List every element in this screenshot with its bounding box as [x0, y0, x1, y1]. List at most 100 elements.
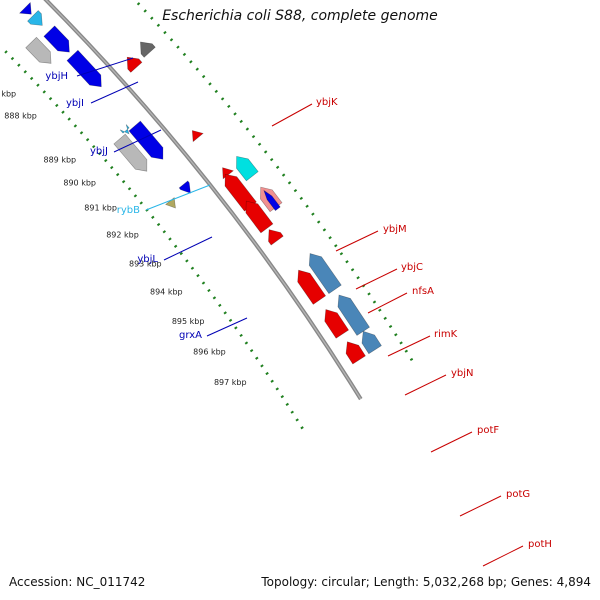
inner-tick-mark [127, 187, 132, 191]
gene-label-potF: potF [477, 425, 499, 436]
inner-tick-mark [168, 237, 172, 241]
outer-tick-mark [176, 45, 180, 49]
gene-block [128, 120, 164, 160]
inner-tick-mark [98, 151, 102, 156]
outer-tick-mark [388, 324, 393, 329]
outer-tick-mark [156, 23, 161, 28]
inner-tick-mark [73, 124, 78, 128]
outer-tick-mark [409, 357, 414, 362]
callout-line [90, 81, 139, 104]
gene-block [268, 229, 284, 246]
gene-block [308, 253, 342, 294]
gene-block [19, 1, 32, 15]
outer-tick-mark [316, 220, 321, 224]
callout-line [355, 268, 398, 290]
inner-tick-mark [162, 230, 167, 234]
gene-label-potG: potG [506, 489, 530, 500]
gene-block [236, 155, 259, 182]
gene-block [263, 189, 281, 211]
gene-block [345, 341, 366, 365]
inner-tick-mark [196, 273, 200, 278]
callout-line [145, 184, 211, 211]
inner-tick-ring [4, 50, 304, 430]
outer-tick-mark [239, 119, 243, 124]
gene-block [297, 269, 327, 305]
inner-tick-mark [48, 96, 53, 101]
gene-block [324, 309, 350, 339]
inner-tick-mark [265, 371, 269, 376]
outer-tick-mark [293, 188, 298, 193]
gene-label-ybjH: ybjH [45, 71, 68, 82]
genome-backbone [43, 0, 363, 401]
tick-label: 894 kbp [150, 287, 183, 296]
outer-tick-mark [372, 300, 377, 304]
inner-tick-mark [228, 318, 233, 322]
inner-tick-mark [218, 303, 222, 307]
inner-tick-mark [4, 50, 8, 54]
gene-block [178, 180, 191, 194]
callout-line [113, 129, 162, 153]
outer-tick-mark [257, 142, 262, 146]
gene-label-ybjC: ybjC [401, 262, 423, 273]
gene-block [113, 133, 148, 172]
inner-tick-mark [85, 138, 90, 142]
map-title: Escherichia coli S88, complete genome [162, 8, 438, 24]
tick-label: 890 kbp [63, 178, 96, 187]
outer-tick-mark [251, 134, 256, 139]
inner-tick-mark [190, 266, 195, 270]
tick-label: 896 kbp [193, 347, 226, 356]
outer-tick-mark [201, 74, 206, 79]
inner-tick-mark [179, 251, 183, 256]
outer-tick-mark [328, 236, 332, 240]
inner-tick-mark [212, 296, 217, 300]
outer-tick-mark [305, 204, 309, 208]
gene-label-ybjL: ybjL [137, 254, 158, 265]
tick-label: 891 kbp [84, 203, 117, 212]
outer-tick-mark [182, 52, 187, 57]
backbone-highlight [45, 0, 362, 400]
outer-tick-mark [269, 157, 274, 162]
gene-label-rybB: rybB [117, 205, 140, 216]
gene-block [43, 25, 70, 53]
gene-label-potH: potH [528, 539, 552, 550]
inner-tick-mark [234, 326, 238, 330]
gene-block [140, 41, 156, 58]
outer-tick-mark [214, 89, 219, 94]
outer-tick-mark [404, 349, 409, 353]
gene-label-nfsA: nfsA [412, 286, 434, 297]
genome-stats: Topology: circular; Length: 5,032,268 bp… [261, 575, 591, 589]
outer-tick-mark [311, 212, 315, 216]
inner-tick-mark [91, 144, 96, 149]
inner-tick-mark [104, 158, 108, 163]
outer-tick-mark [299, 196, 304, 201]
outer-tick-mark [339, 252, 344, 256]
gene-block [25, 36, 52, 64]
outer-tick-mark [150, 16, 154, 20]
inner-tick-mark [260, 364, 264, 368]
outer-tick-mark [345, 260, 349, 264]
inner-tick-mark [10, 56, 15, 61]
outer-tick-mark [136, 2, 141, 6]
callout-line [482, 545, 524, 567]
gene-label-ybjM: ybjM [383, 224, 407, 235]
callout-line [271, 103, 313, 127]
outer-tick-mark [245, 127, 250, 131]
inner-tick-mark [249, 348, 254, 353]
inner-tick-mark [67, 117, 71, 121]
callout-line [335, 230, 379, 252]
inner-tick-mark [23, 70, 27, 74]
inner-tick-mark [61, 110, 65, 114]
inner-tick-mark [285, 402, 289, 406]
outer-tick-mark [287, 181, 292, 185]
inner-tick-mark [223, 311, 227, 315]
inner-tick-mark [270, 379, 274, 383]
gene-label-ybjK: ybjK [316, 97, 338, 108]
tick-label: 892 kbp [106, 230, 139, 239]
callout-line [206, 317, 248, 337]
callout-line [404, 374, 447, 396]
callout-line [459, 495, 502, 517]
inner-tick-mark [185, 259, 189, 263]
tick-label: 893 kbp [129, 260, 162, 269]
outer-tick-mark [383, 316, 387, 320]
